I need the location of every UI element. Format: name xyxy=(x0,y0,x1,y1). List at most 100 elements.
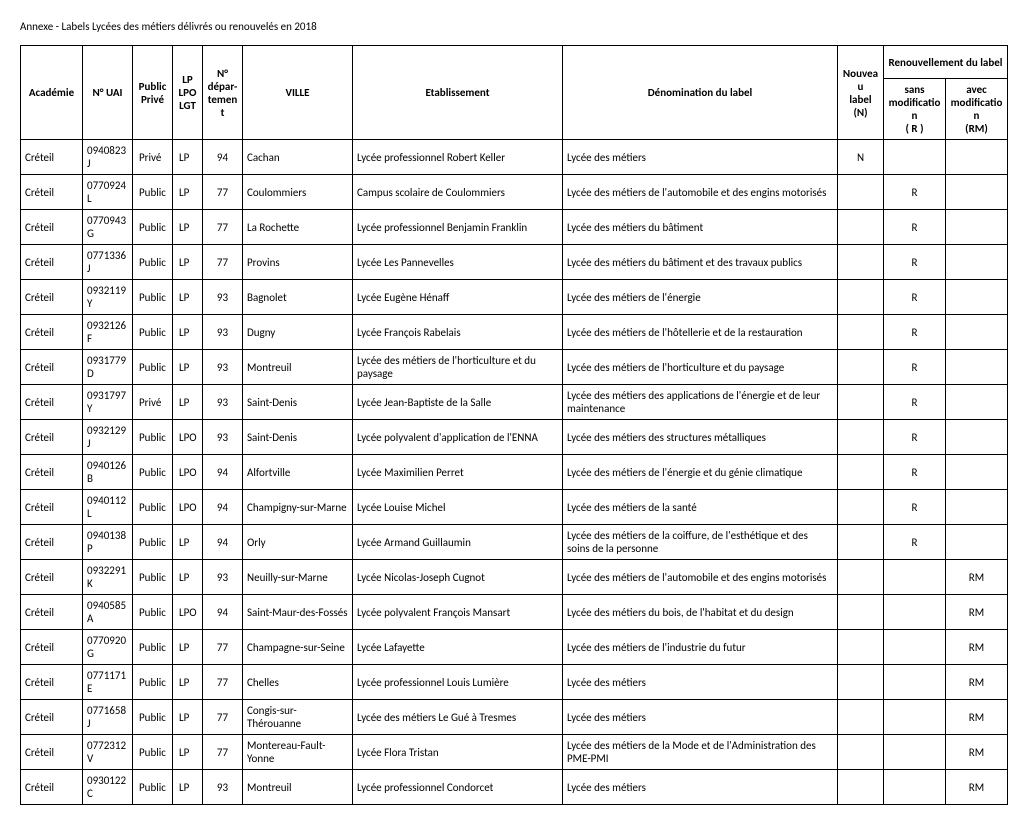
cell xyxy=(838,735,884,770)
cell xyxy=(946,140,1008,175)
cell: Lycée des métiers de l'horticulture et d… xyxy=(353,350,563,385)
cell: Lycée professionnel Condorcet xyxy=(353,770,563,805)
cell: 93 xyxy=(203,350,243,385)
cell: Lycée des métiers xyxy=(563,665,838,700)
table-row: Créteil0771336JPublicLP77ProvinsLycée Le… xyxy=(21,245,1008,280)
cell: Lycée des métiers de l'automobile et des… xyxy=(563,560,838,595)
cell: 0931779D xyxy=(83,350,133,385)
cell: Lycée des métiers de l'énergie et du gén… xyxy=(563,455,838,490)
cell xyxy=(838,245,884,280)
cell: 94 xyxy=(203,595,243,630)
table-body: Créteil0940823JPrivéLP94CachanLycée prof… xyxy=(21,140,1008,805)
cell: LP xyxy=(173,700,203,735)
cell xyxy=(884,735,946,770)
cell: Lycée des métiers de l'horticulture et d… xyxy=(563,350,838,385)
col-etab: Etablissement xyxy=(353,46,563,140)
labels-table: Académie N° UAI PublicPrivé LPLPOLGT N°d… xyxy=(20,45,1008,805)
cell: 0932119Y xyxy=(83,280,133,315)
table-row: Créteil0940126BPublicLPO94AlfortvilleLyc… xyxy=(21,455,1008,490)
cell: LP xyxy=(173,210,203,245)
table-row: Créteil0771658JPublicLP77Congis-sur-Thér… xyxy=(21,700,1008,735)
cell: Public xyxy=(133,350,173,385)
cell: Public xyxy=(133,455,173,490)
cell: Créteil xyxy=(21,350,83,385)
col-academie: Académie xyxy=(21,46,83,140)
cell: Créteil xyxy=(21,315,83,350)
cell: Public xyxy=(133,525,173,560)
cell: Lycée des métiers des structures métalli… xyxy=(563,420,838,455)
cell: LPO xyxy=(173,455,203,490)
cell: Lycée professionnel Robert Keller xyxy=(353,140,563,175)
cell: Lycée Armand Guillaumin xyxy=(353,525,563,560)
cell: 0770920G xyxy=(83,630,133,665)
cell: 0931797Y xyxy=(83,385,133,420)
cell xyxy=(838,210,884,245)
cell: LP xyxy=(173,735,203,770)
col-uai: N° UAI xyxy=(83,46,133,140)
cell: Montereau-Fault-Yonne xyxy=(243,735,353,770)
table-row: Créteil0770920GPublicLP77Champagne-sur-S… xyxy=(21,630,1008,665)
cell: Public xyxy=(133,280,173,315)
cell: Lycée des métiers xyxy=(563,140,838,175)
cell: R xyxy=(884,420,946,455)
cell: Lycée des métiers de l'industrie du futu… xyxy=(563,630,838,665)
cell: Alfortville xyxy=(243,455,353,490)
cell: Public xyxy=(133,560,173,595)
table-row: Créteil0770924LPublicLP77CoulommiersCamp… xyxy=(21,175,1008,210)
col-renouv-group: Renouvellement du label xyxy=(884,46,1008,79)
cell: Neuilly-sur-Marne xyxy=(243,560,353,595)
cell: 94 xyxy=(203,525,243,560)
cell: Créteil xyxy=(21,700,83,735)
cell: RM xyxy=(946,630,1008,665)
cell: Cachan xyxy=(243,140,353,175)
cell: Lycée Jean-Baptiste de la Salle xyxy=(353,385,563,420)
cell: Lycée Louise Michel xyxy=(353,490,563,525)
cell: Provins xyxy=(243,245,353,280)
cell xyxy=(946,490,1008,525)
cell: Lycée des métiers Le Gué à Tresmes xyxy=(353,700,563,735)
cell: R xyxy=(884,385,946,420)
cell: 93 xyxy=(203,560,243,595)
cell: 0772312V xyxy=(83,735,133,770)
cell: Lycée des métiers de l'hôtellerie et de … xyxy=(563,315,838,350)
col-denom: Dénomination du label xyxy=(563,46,838,140)
cell: Bagnolet xyxy=(243,280,353,315)
cell: LP xyxy=(173,350,203,385)
cell: 0930122C xyxy=(83,770,133,805)
cell: 0770943G xyxy=(83,210,133,245)
cell: Privé xyxy=(133,140,173,175)
col-nouveau: Nouveaulabel(N) xyxy=(838,46,884,140)
col-dept: N°dépar-tement xyxy=(203,46,243,140)
page-title: Annexe - Labels Lycées des métiers déliv… xyxy=(20,20,1000,33)
table-row: Créteil0771171EPublicLP77ChellesLycée pr… xyxy=(21,665,1008,700)
cell: Lycée professionnel Louis Lumière xyxy=(353,665,563,700)
cell: 0940138P xyxy=(83,525,133,560)
cell xyxy=(884,630,946,665)
cell: R xyxy=(884,210,946,245)
cell xyxy=(838,630,884,665)
cell: Coulommiers xyxy=(243,175,353,210)
cell: Lycée des métiers du bâtiment xyxy=(563,210,838,245)
cell: Montreuil xyxy=(243,770,353,805)
cell: LP xyxy=(173,630,203,665)
cell: RM xyxy=(946,735,1008,770)
cell: LP xyxy=(173,525,203,560)
cell: 93 xyxy=(203,770,243,805)
cell: R xyxy=(884,350,946,385)
cell xyxy=(946,455,1008,490)
cell: Dugny xyxy=(243,315,353,350)
cell: 0771658J xyxy=(83,700,133,735)
cell: Créteil xyxy=(21,665,83,700)
cell: LP xyxy=(173,280,203,315)
cell: 77 xyxy=(203,665,243,700)
cell xyxy=(838,420,884,455)
cell xyxy=(946,525,1008,560)
cell xyxy=(946,175,1008,210)
cell: Lycée Lafayette xyxy=(353,630,563,665)
cell: Public xyxy=(133,700,173,735)
table-row: Créteil0940823JPrivéLP94CachanLycée prof… xyxy=(21,140,1008,175)
table-row: Créteil0930122CPublicLP93MontreuilLycée … xyxy=(21,770,1008,805)
cell xyxy=(946,245,1008,280)
col-avec-modif: avecmodification(RM) xyxy=(946,79,1008,140)
cell: Champigny-sur-Marne xyxy=(243,490,353,525)
